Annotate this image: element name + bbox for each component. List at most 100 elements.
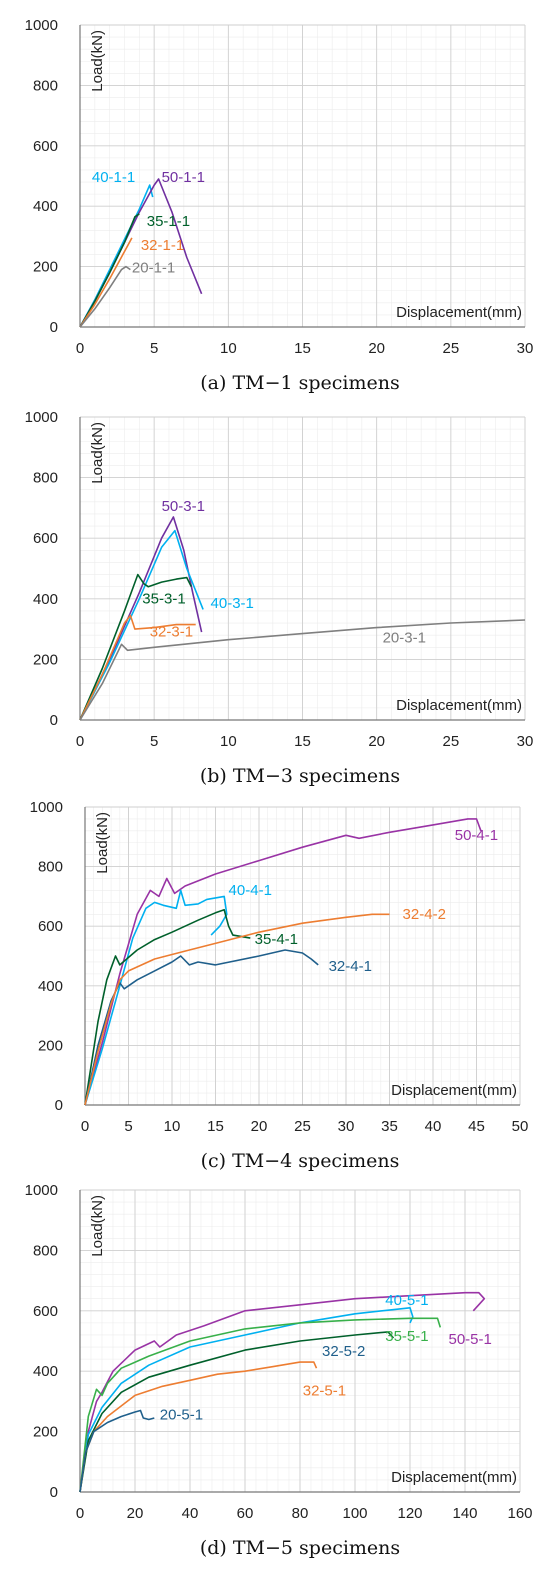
series-line [79, 1361, 318, 1493]
y-tick-label: 0 [55, 1097, 63, 1114]
y-tick-label: 400 [33, 1363, 58, 1380]
x-tick-label: 25 [442, 340, 459, 357]
x-tick-label: 140 [452, 1505, 477, 1522]
series-label: 20-3-1 [383, 630, 426, 647]
y-tick-label: 600 [38, 918, 63, 935]
x-tick-label: 0 [76, 1505, 84, 1522]
x-axis-title: Displacement(mm) [391, 1469, 517, 1486]
y-axis-title: Load(kN) [89, 422, 106, 484]
series-label: 20-5-1 [160, 1407, 203, 1424]
y-axis-title: Load(kN) [89, 1195, 106, 1257]
y-tick-label: 0 [50, 712, 58, 729]
series-label: 35-3-1 [142, 590, 185, 607]
y-tick-label: 600 [33, 530, 58, 547]
series-line [79, 573, 193, 721]
x-tick-label: 0 [81, 1118, 89, 1135]
series-label: 32-3-1 [150, 624, 193, 641]
x-tick-label: 20 [251, 1118, 268, 1135]
y-tick-label: 0 [50, 319, 58, 336]
chart-panel-3: 0 5 10 15 20 25 30 35 40 45 50 0 200 400 600 800 1000 50-… [30, 799, 529, 1172]
y-tick-label: 1000 [25, 1182, 58, 1199]
x-axis-title: Displacement(mm) [396, 304, 522, 321]
x-tick-label: 10 [164, 1118, 181, 1135]
y-tick-label: 0 [50, 1484, 58, 1501]
x-tick-label: 25 [442, 733, 459, 750]
x-tick-label: 20 [368, 340, 385, 357]
series-label: 50-5-1 [449, 1331, 492, 1348]
x-tick-label: 15 [207, 1118, 224, 1135]
y-tick-label: 600 [33, 138, 58, 155]
x-tick-label: 20 [127, 1505, 144, 1522]
series-line [79, 1331, 395, 1493]
series-line [79, 213, 140, 328]
series-line [79, 237, 133, 328]
x-tick-label: 5 [150, 733, 158, 750]
chart-caption: (c) TM−4 specimens [201, 1150, 400, 1172]
series-line [79, 529, 204, 721]
series-line [84, 909, 251, 1106]
x-tick-label: 10 [220, 340, 237, 357]
y-tick-label: 1000 [30, 799, 63, 816]
series-line [79, 619, 526, 721]
x-tick-label: 35 [381, 1118, 398, 1135]
series-label: 35-1-1 [147, 213, 190, 230]
series-label: 50-1-1 [162, 169, 205, 186]
series-line [79, 1409, 155, 1493]
x-tick-label: 100 [342, 1505, 367, 1522]
y-tick-label: 1000 [25, 17, 58, 34]
chart-panel-2: 0 5 10 15 20 25 30 0 200 400 600 800 1000 50-3-1 40-3-… [25, 409, 534, 787]
series-line [84, 913, 390, 1106]
series-line [79, 265, 131, 328]
x-tick-label: 40 [182, 1505, 199, 1522]
series-line [79, 1317, 442, 1493]
series-label: 32-5-2 [322, 1343, 365, 1360]
y-tick-label: 400 [38, 978, 63, 995]
y-axis-title: Load(kN) [89, 30, 106, 92]
x-tick-label: 0 [76, 340, 84, 357]
series-label: 35-5-1 [385, 1328, 428, 1345]
y-tick-label: 800 [33, 470, 58, 487]
series-label: 50-4-1 [455, 827, 498, 844]
series-label: 40-4-1 [229, 882, 272, 899]
x-axis-title: Displacement(mm) [396, 697, 522, 714]
y-tick-label: 200 [38, 1037, 63, 1054]
x-tick-label: 5 [124, 1118, 132, 1135]
x-tick-label: 15 [294, 733, 311, 750]
x-tick-label: 0 [76, 733, 84, 750]
chart-panel-4: 0 20 40 60 80 100 120 140 160 0 200 400 600 800 1000 40… [25, 1182, 533, 1559]
series-line [84, 889, 228, 1106]
x-tick-label: 40 [425, 1118, 442, 1135]
y-tick-label: 800 [33, 1242, 58, 1259]
series-label: 32-4-1 [329, 958, 372, 975]
y-tick-label: 1000 [25, 409, 58, 426]
x-tick-label: 45 [468, 1118, 485, 1135]
series-label: 20-1-1 [132, 260, 175, 277]
x-tick-label: 30 [517, 340, 534, 357]
x-tick-label: 30 [338, 1118, 355, 1135]
x-tick-label: 60 [237, 1505, 254, 1522]
chart-caption: (a) TM−1 specimens [200, 372, 400, 394]
y-tick-label: 200 [33, 651, 58, 668]
x-tick-label: 160 [507, 1505, 532, 1522]
y-tick-label: 200 [33, 1424, 58, 1441]
x-tick-label: 20 [368, 733, 385, 750]
series-label: 32-1-1 [141, 237, 184, 254]
x-tick-label: 5 [150, 340, 158, 357]
x-tick-label: 80 [292, 1505, 309, 1522]
chart-caption: (d) TM−5 specimens [200, 1537, 400, 1559]
x-tick-label: 10 [220, 733, 237, 750]
series-label: 35-4-1 [255, 931, 298, 948]
series-label: 40-3-1 [211, 595, 254, 612]
series-label: 32-5-1 [303, 1382, 346, 1399]
x-tick-label: 15 [294, 340, 311, 357]
y-tick-label: 800 [38, 859, 63, 876]
chart-caption: (b) TM−3 specimens [200, 765, 400, 787]
y-axis-title: Load(kN) [94, 812, 111, 874]
series-line [79, 1307, 414, 1493]
series-label: 32-4-2 [403, 906, 446, 923]
series-label: 40-5-1 [385, 1292, 428, 1309]
series-line [84, 818, 482, 1106]
y-tick-label: 800 [33, 77, 58, 94]
x-axis-title: Displacement(mm) [391, 1082, 517, 1099]
